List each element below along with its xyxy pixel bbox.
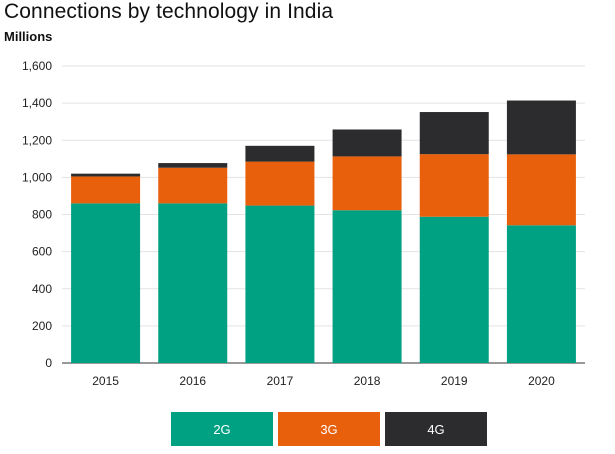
y-tick-label: 1,600 (22, 59, 52, 73)
chart-title: Connections by technology in India (4, 0, 334, 23)
bar-2g-2020 (506, 225, 576, 363)
bar-4g-2020 (506, 100, 576, 155)
bar-3g-2019 (419, 154, 489, 217)
bar-3g-2016 (158, 167, 228, 204)
y-tick-label: 800 (32, 208, 52, 222)
y-tick-label: 0 (45, 356, 52, 370)
bar-4g-2016 (158, 163, 228, 168)
y-tick-label: 1,200 (22, 133, 52, 147)
x-tick-label: 2016 (179, 374, 206, 388)
x-axis-ticks: 2015 2016 2017 2018 2019 2020 (92, 374, 555, 388)
bar-2g-2015 (71, 203, 141, 363)
bars (71, 100, 576, 363)
y-tick-label: 600 (32, 245, 52, 259)
legend-item-2g: 2G (171, 412, 273, 446)
x-tick-label: 2015 (92, 374, 119, 388)
bar-3g-2017 (245, 161, 315, 206)
x-tick-label: 2019 (441, 374, 468, 388)
bar-2g-2017 (245, 205, 315, 363)
y-axis-ticks: 0 200 400 600 800 1,000 1,200 1,400 1,600 (22, 59, 52, 370)
bar-2g-2019 (419, 216, 489, 363)
bar-4g-2017 (245, 145, 315, 162)
bar-4g-2018 (332, 129, 402, 157)
legend-label-4g: 4G (427, 421, 445, 437)
bar-3g-2018 (332, 156, 402, 211)
unit-label: Millions (4, 29, 53, 44)
y-tick-label: 200 (32, 319, 52, 333)
x-tick-label: 2017 (267, 374, 294, 388)
x-tick-label: 2020 (528, 374, 555, 388)
y-tick-label: 1,000 (22, 170, 52, 184)
legend-item-4g: 4G (385, 412, 487, 446)
legend-label-3g: 3G (320, 421, 338, 437)
gridlines (62, 65, 585, 364)
bar-3g-2015 (71, 176, 141, 204)
y-tick-label: 400 (32, 282, 52, 296)
legend-label-2g: 2G (213, 421, 231, 437)
bar-2g-2018 (332, 210, 402, 363)
y-tick-label: 1,400 (22, 96, 52, 110)
bar-3g-2020 (506, 154, 576, 226)
bar-4g-2015 (71, 173, 141, 177)
bar-2g-2016 (158, 203, 228, 363)
legend-item-3g: 3G (278, 412, 380, 446)
x-tick-label: 2018 (354, 374, 381, 388)
bar-4g-2019 (419, 112, 489, 155)
